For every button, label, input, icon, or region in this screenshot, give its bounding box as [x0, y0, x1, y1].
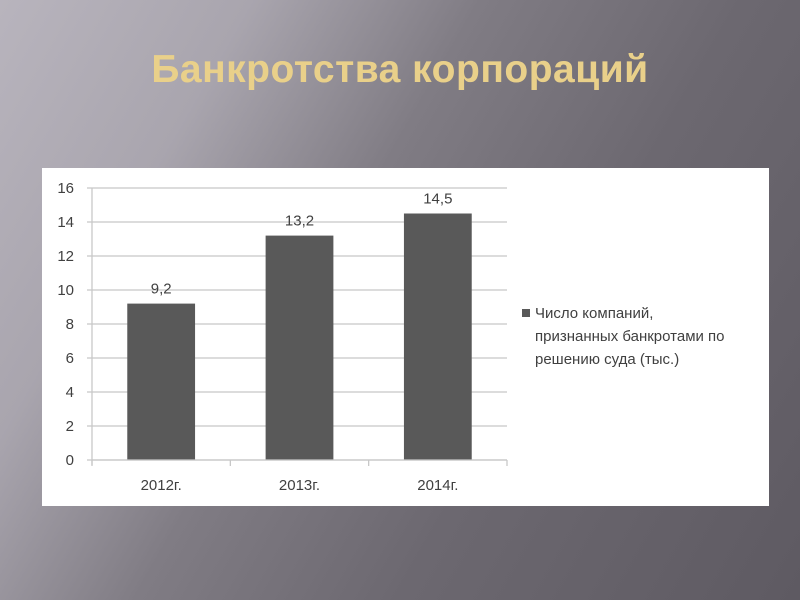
- bar-2012г.: [127, 303, 196, 460]
- bar-2013г.: [265, 235, 334, 460]
- x-tick-label: 2012г.: [141, 477, 182, 494]
- data-label: 14,5: [423, 191, 452, 208]
- y-tick-label: 10: [57, 282, 74, 299]
- chart-panel: 0 2 4 6 8 10 12 14 16 9,2 2012г. 13,2 2013г. 14,5 2014…: [42, 168, 769, 506]
- y-tick-label: 14: [57, 214, 74, 231]
- slide-title: Банкротства корпораций: [151, 48, 649, 91]
- legend-swatch: [522, 309, 530, 317]
- x-tick-label: 2014г.: [417, 477, 458, 494]
- x-tick-label: 2013г.: [279, 477, 320, 494]
- legend-label: признанных банкротами по: [535, 328, 725, 345]
- y-tick-label: 4: [66, 384, 74, 401]
- y-tick-label: 2: [66, 418, 74, 435]
- y-tick-label: 16: [57, 180, 74, 197]
- legend-label: решению суда (тыс.): [535, 351, 679, 368]
- bar-chart: 0 2 4 6 8 10 12 14 16 9,2 2012г. 13,2 2013г. 14,5 2014…: [57, 180, 725, 494]
- y-tick-label: 6: [66, 350, 74, 367]
- y-tick-label: 8: [66, 316, 74, 333]
- y-tick-label: 12: [57, 248, 74, 265]
- y-tick-label: 0: [66, 452, 74, 469]
- bar-2014г.: [403, 213, 472, 460]
- legend-label: Число компаний,: [535, 305, 653, 322]
- data-label: 9,2: [151, 281, 172, 298]
- data-label: 13,2: [285, 213, 314, 230]
